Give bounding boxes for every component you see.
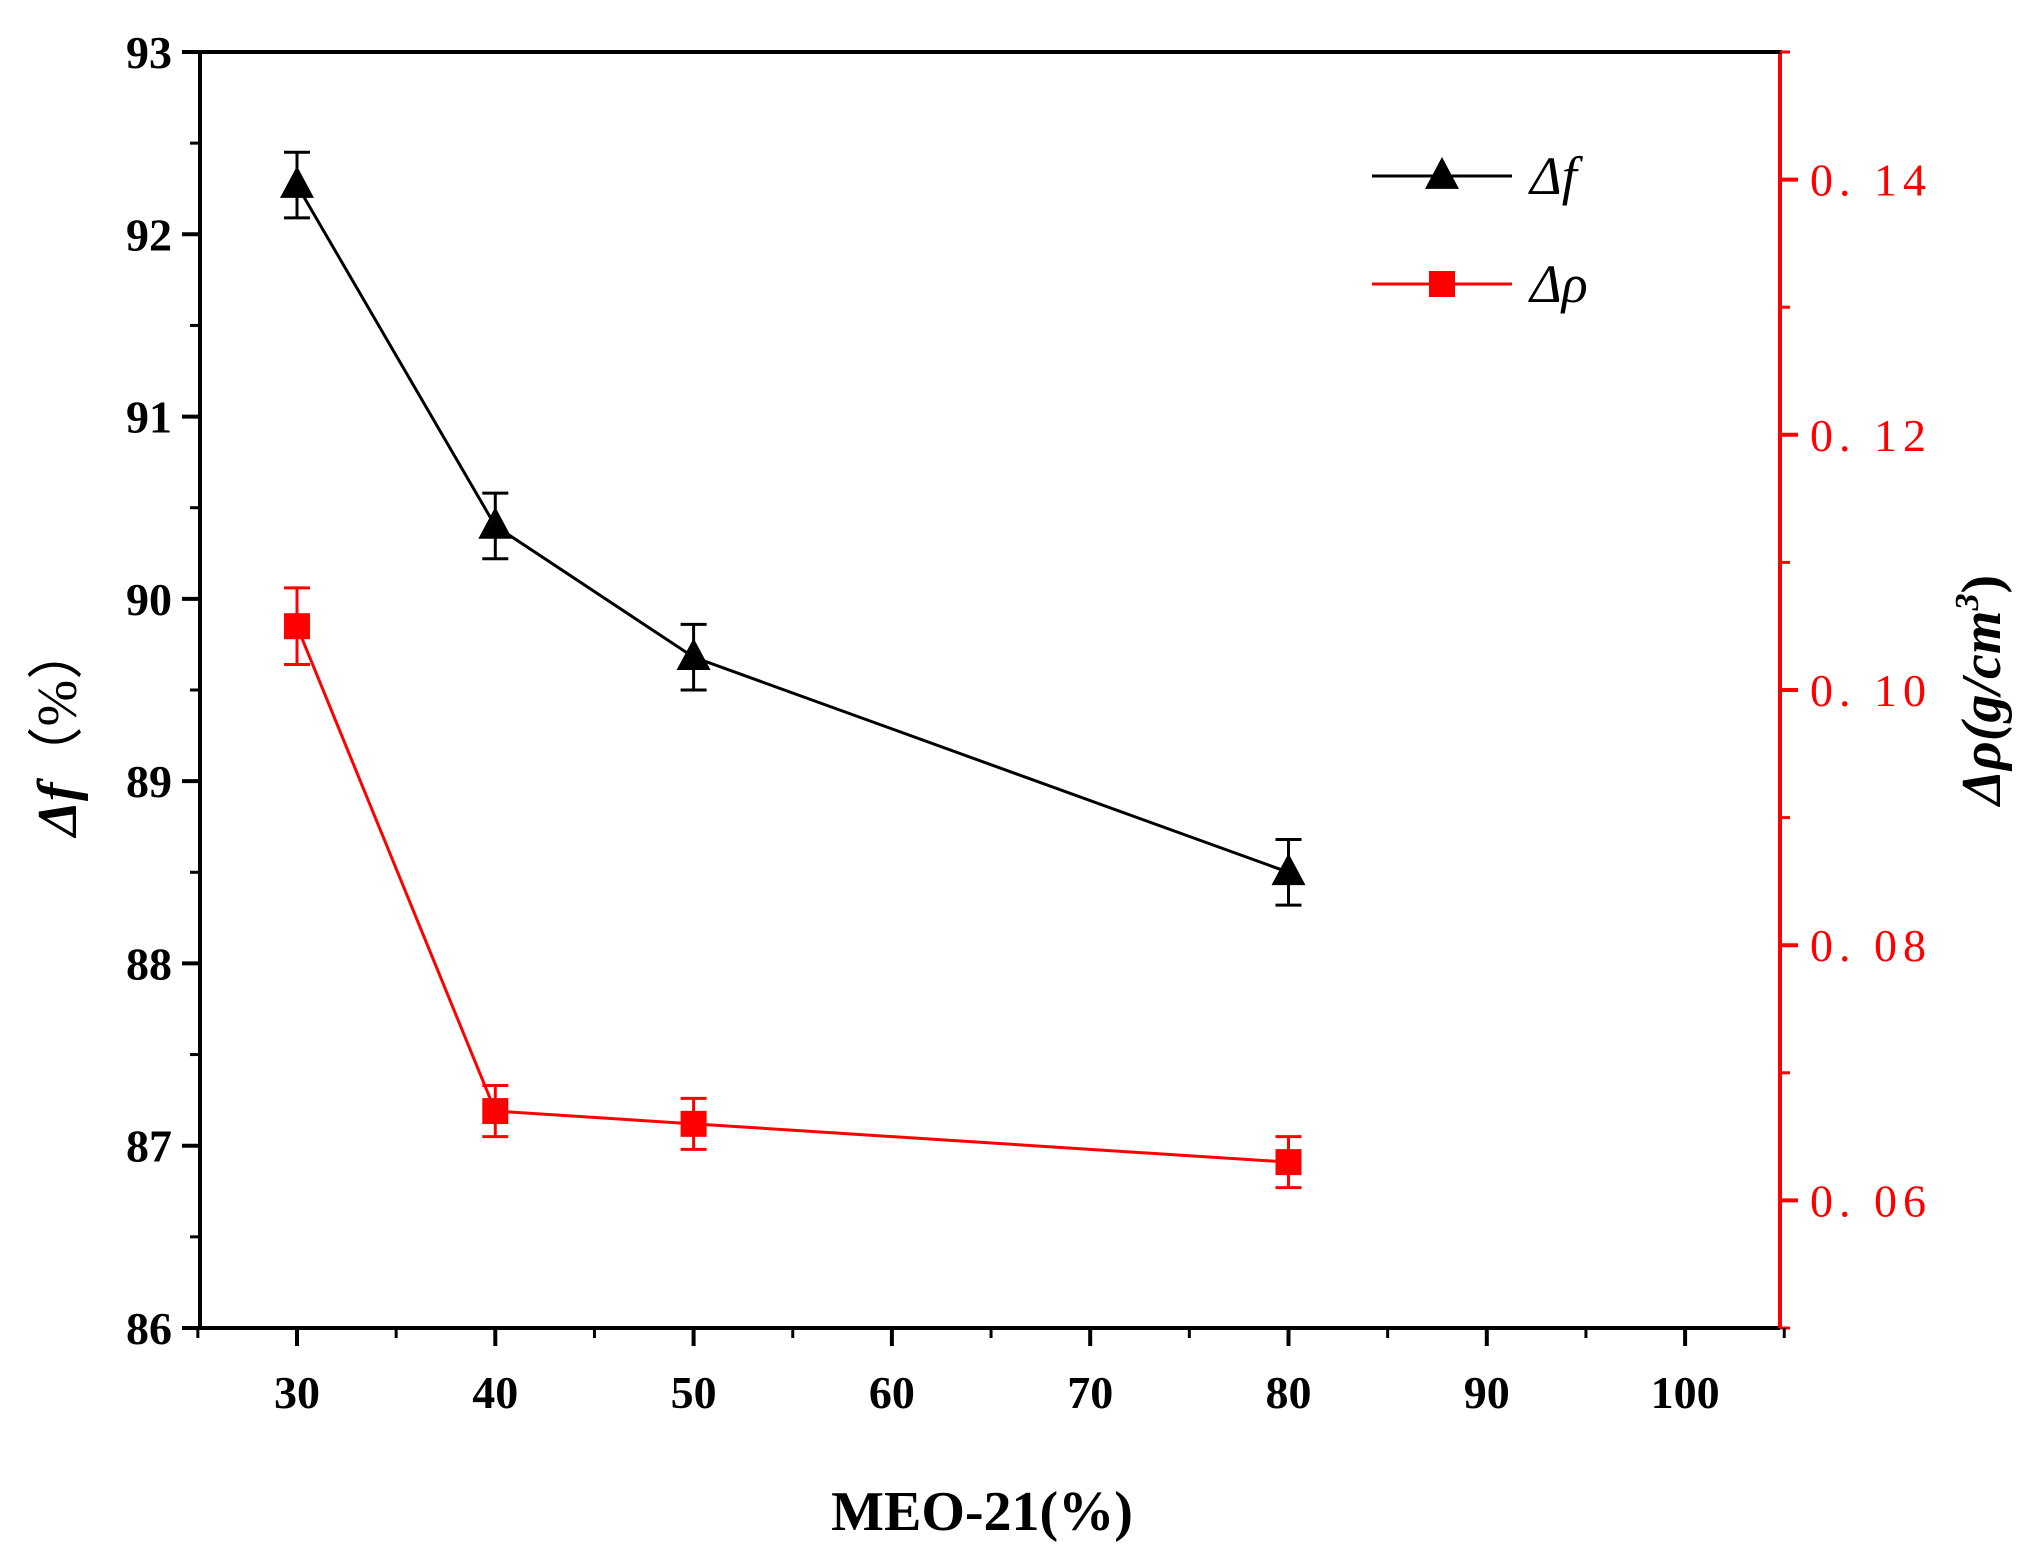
data-point-triangle (676, 638, 711, 671)
y-axis-left-title-unit: （%） (27, 624, 89, 783)
y-left-tick-label: 93 (126, 27, 172, 78)
y-right-tick-label: 0. 06 (1810, 1175, 1932, 1226)
data-point-square (1275, 1149, 1302, 1176)
y-axis-left-title-main: Δf (27, 777, 89, 838)
legend-marker-square (1429, 271, 1455, 297)
series-line-delta-rho (295, 625, 1289, 1164)
y-right-tick-label: 0. 08 (1810, 920, 1932, 971)
data-point-triangle (478, 506, 513, 539)
x-tick-label: 80 (1266, 1367, 1312, 1418)
y-left-tick-label: 92 (126, 209, 172, 260)
y-axis-left-title: Δf（%） (27, 624, 89, 838)
y-left-tick-label: 91 (126, 392, 172, 443)
x-axis-title: MEO-21(%) (831, 1481, 1133, 1543)
y-left-tick-label: 90 (126, 574, 172, 625)
data-point-square (284, 613, 310, 640)
y-axis-right-title-sup: 3 (1949, 594, 1986, 612)
x-tick-label: 100 (1651, 1367, 1720, 1418)
data-point-square (680, 1110, 707, 1137)
y-left-tick-label: 89 (126, 756, 172, 807)
y-axis-right-title: Δρ(g/cm3) (1949, 575, 2013, 807)
y-axis-right-title-unit: (g/cm (1951, 611, 2013, 742)
legend-label: Δf (1528, 146, 1584, 206)
legend-marker-triangle (1425, 157, 1459, 189)
x-tick-label: 50 (671, 1367, 717, 1418)
x-tick-label: 90 (1464, 1367, 1510, 1418)
series-line-delta-f (295, 184, 1290, 874)
y-left-tick-label: 87 (126, 1121, 172, 1172)
x-tick-label: 40 (472, 1367, 518, 1418)
y-left-tick-label: 86 (126, 1303, 172, 1354)
y-axis-right-title-close: ) (1951, 575, 2013, 594)
data-point-square (482, 1098, 509, 1125)
y-right-tick-label: 0. 10 (1810, 665, 1932, 716)
x-tick-label: 60 (869, 1367, 915, 1418)
data-point-triangle (280, 166, 314, 198)
y-left-tick-label: 88 (126, 938, 172, 989)
y-right-tick-label: 0. 14 (1810, 155, 1932, 206)
x-tick-label: 70 (1067, 1367, 1113, 1418)
y-right-tick-label: 0. 12 (1810, 410, 1932, 461)
y-axis-right-title-main: Δρ (1951, 741, 2013, 807)
data-point-triangle (1271, 853, 1306, 886)
x-tick-label: 30 (274, 1367, 320, 1418)
legend-label: Δρ (1528, 254, 1588, 314)
